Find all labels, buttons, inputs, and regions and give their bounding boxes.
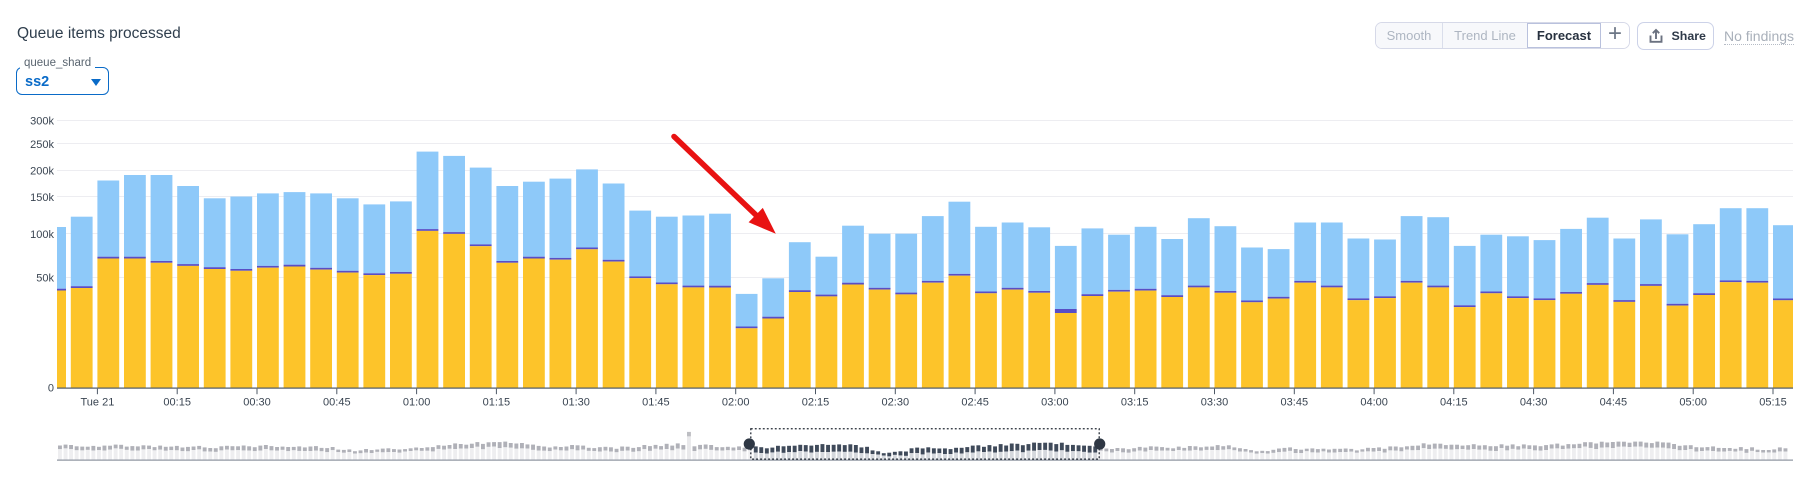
svg-text:50k: 50k <box>36 272 54 284</box>
svg-text:01:00: 01:00 <box>403 397 431 409</box>
svg-text:03:30: 03:30 <box>1201 397 1229 409</box>
svg-text:100k: 100k <box>30 229 54 241</box>
svg-text:01:15: 01:15 <box>483 397 511 409</box>
svg-text:04:30: 04:30 <box>1520 397 1548 409</box>
svg-text:03:00: 03:00 <box>1041 397 1069 409</box>
svg-text:04:45: 04:45 <box>1600 397 1628 409</box>
svg-text:03:15: 03:15 <box>1121 397 1149 409</box>
svg-text:02:15: 02:15 <box>802 397 830 409</box>
svg-text:0: 0 <box>48 382 54 394</box>
svg-text:04:15: 04:15 <box>1440 397 1468 409</box>
svg-text:150k: 150k <box>30 192 54 204</box>
svg-text:00:30: 00:30 <box>243 397 271 409</box>
svg-text:04:00: 04:00 <box>1360 397 1388 409</box>
svg-text:00:15: 00:15 <box>163 397 191 409</box>
svg-text:00:45: 00:45 <box>323 397 351 409</box>
svg-text:300k: 300k <box>30 115 54 127</box>
svg-text:05:00: 05:00 <box>1679 397 1707 409</box>
svg-text:200k: 200k <box>30 165 54 177</box>
svg-text:Tue 21: Tue 21 <box>80 397 114 409</box>
svg-text:03:45: 03:45 <box>1281 397 1309 409</box>
svg-text:05:15: 05:15 <box>1759 397 1787 409</box>
svg-text:02:00: 02:00 <box>722 397 750 409</box>
svg-text:01:30: 01:30 <box>562 397 590 409</box>
svg-text:02:30: 02:30 <box>882 397 910 409</box>
svg-text:01:45: 01:45 <box>642 397 670 409</box>
svg-text:02:45: 02:45 <box>961 397 989 409</box>
svg-text:250k: 250k <box>30 139 54 151</box>
